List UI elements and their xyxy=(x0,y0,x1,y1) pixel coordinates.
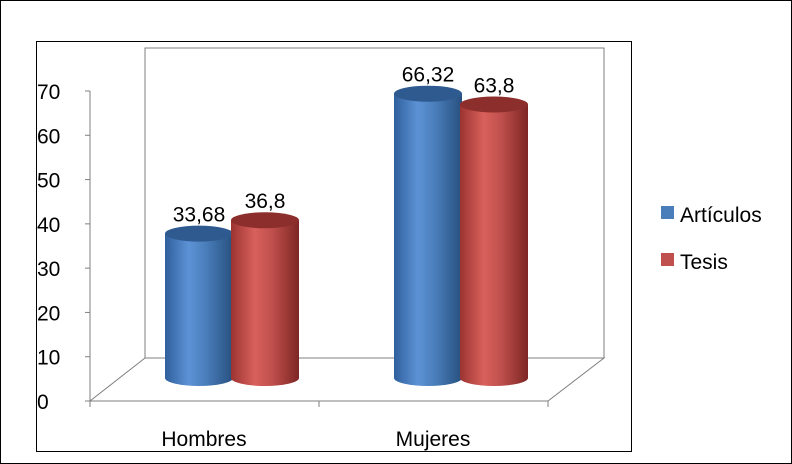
legend-swatch xyxy=(661,206,674,219)
bar xyxy=(460,96,528,387)
bar-top xyxy=(460,96,528,113)
y-axis: 0 10 20 30 40 50 60 70 xyxy=(37,81,91,414)
back-wall xyxy=(144,47,605,358)
bar xyxy=(231,212,299,386)
x-tick-label: Mujeres xyxy=(396,428,471,451)
y-tick-label: 20 xyxy=(37,302,60,325)
bar-top xyxy=(394,85,462,102)
legend: Artículos Tesis xyxy=(661,204,762,274)
legend-label: Artículos xyxy=(680,204,762,227)
y-tick-label: 50 xyxy=(37,170,60,193)
y-tick-label: 10 xyxy=(37,347,60,370)
data-label: 66,32 xyxy=(402,64,455,87)
legend-label: Tesis xyxy=(680,251,728,274)
data-label: 63,8 xyxy=(474,74,515,97)
y-tick-label: 40 xyxy=(37,214,60,237)
legend-swatch xyxy=(661,253,674,266)
bars: 33,68 36,8 66,32 63,8 xyxy=(165,64,528,387)
data-label: 36,8 xyxy=(245,190,286,213)
bar xyxy=(165,225,233,386)
bar-body xyxy=(394,93,462,387)
chart-area-border xyxy=(36,41,632,452)
y-tick-label: 60 xyxy=(37,125,60,148)
bar-top xyxy=(231,212,299,229)
x-axis: Hombres Mujeres xyxy=(89,400,549,451)
bar-top xyxy=(165,225,233,242)
y-tick-label: 30 xyxy=(37,258,60,281)
bar-body xyxy=(460,104,528,387)
bar-body xyxy=(231,220,299,386)
bar-body xyxy=(165,233,233,386)
y-tick-label: 0 xyxy=(37,391,49,414)
x-tick-label: Hombres xyxy=(161,428,246,451)
bar xyxy=(394,85,462,387)
y-tick-label: 70 xyxy=(37,81,60,104)
data-label: 33,68 xyxy=(173,204,226,227)
